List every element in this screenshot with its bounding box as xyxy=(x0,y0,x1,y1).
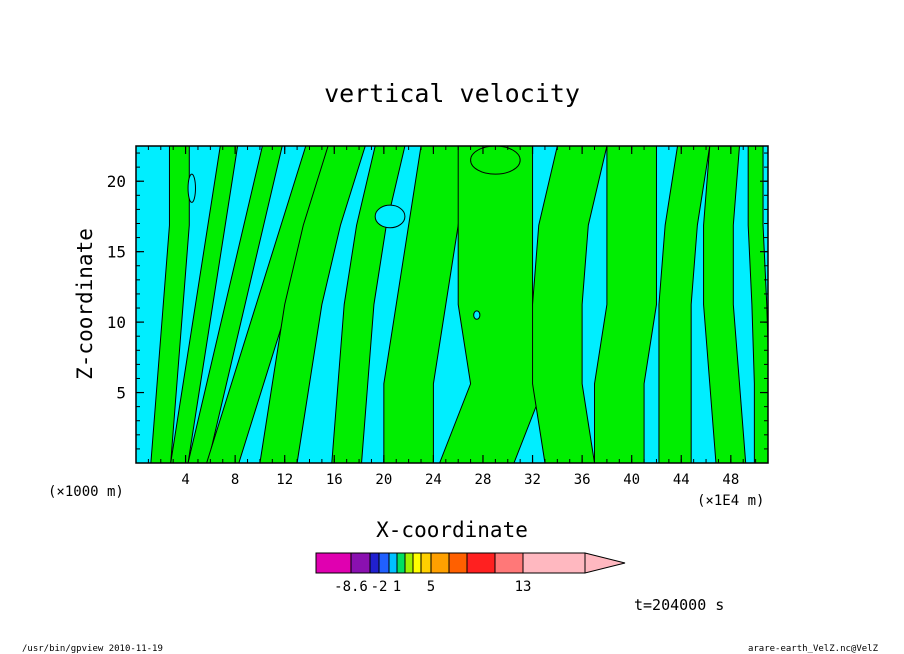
colorbar-segment xyxy=(420,552,432,574)
colorbar-segment xyxy=(494,552,524,574)
colorbar-segment xyxy=(412,552,422,574)
y-tick-label: 5 xyxy=(116,384,126,403)
band-12 xyxy=(747,146,768,463)
x-tick-label: 48 xyxy=(722,472,739,488)
colorbar-segment xyxy=(430,552,450,574)
plot-area xyxy=(136,146,768,463)
colorbar-label: -8.6 xyxy=(334,579,368,595)
colorbar-segment xyxy=(396,552,406,574)
y-axis-label: Z-coordinate xyxy=(73,228,97,380)
blob-1 xyxy=(473,310,481,320)
colorbar-segment xyxy=(448,552,468,574)
band-2 xyxy=(187,146,283,463)
x-tick-label: 28 xyxy=(475,472,492,488)
y-tick-label: 15 xyxy=(107,243,126,262)
band-11 xyxy=(703,146,747,463)
time-label: t=204000 s xyxy=(634,596,724,614)
colorbar-segment xyxy=(522,552,586,574)
x-unit-left: (×1000 m) xyxy=(48,484,124,500)
colorbar-segment xyxy=(378,552,390,574)
band-8 xyxy=(532,146,608,463)
plot-frame xyxy=(135,145,769,464)
x-tick-label: 16 xyxy=(326,472,343,488)
x-axis: 4 8 12 16 20 24 28 32 36 40 44 48 xyxy=(147,146,757,488)
colorbar-segment xyxy=(404,552,414,574)
y-tick-label: 10 xyxy=(107,313,126,332)
x-axis-label: X-coordinate xyxy=(376,518,528,542)
footer-left: /usr/bin/gpview 2010-11-19 xyxy=(22,644,163,654)
band-0 xyxy=(150,146,190,463)
colorbar-segment xyxy=(466,552,496,574)
colorbar-segment xyxy=(350,552,371,574)
x-unit-right: (×1E4 m) xyxy=(697,493,764,509)
footer-right: arare-earth_VelZ.nc@VelZ xyxy=(748,644,879,654)
y-axis: 5 10 15 20 xyxy=(107,152,768,450)
colorbar-label: 1 xyxy=(393,579,401,595)
x-tick-label: 12 xyxy=(276,472,293,488)
band-5 xyxy=(331,146,406,463)
blob-2 xyxy=(187,173,196,203)
x-tick-label: 36 xyxy=(574,472,591,488)
band-9 xyxy=(594,146,657,463)
x-tick-label: 20 xyxy=(375,472,392,488)
velocity-bands xyxy=(150,146,768,463)
blob-0 xyxy=(374,204,406,229)
band-4 xyxy=(259,146,366,463)
colorbar-label: -2 xyxy=(371,579,388,595)
x-tick-label: 32 xyxy=(524,472,541,488)
band-7 xyxy=(439,146,546,463)
colorbar-segment xyxy=(388,552,398,574)
colorbar-arrow xyxy=(584,552,626,574)
y-tick-label: 20 xyxy=(107,172,126,191)
x-tick-label: 8 xyxy=(231,472,239,488)
chart-title: vertical velocity xyxy=(324,79,580,108)
x-tick-label: 24 xyxy=(425,472,442,488)
band-10 xyxy=(658,146,711,463)
colorbar-segment xyxy=(369,552,380,574)
band-6 xyxy=(383,146,472,463)
x-tick-label: 44 xyxy=(673,472,690,488)
x-tick-label: 4 xyxy=(181,472,189,488)
x-tick-label: 40 xyxy=(623,472,640,488)
colorbar-segment xyxy=(315,552,352,574)
colorbar-labels: -8.6 -2 1 5 13 xyxy=(334,579,531,595)
colorbar-label: 5 xyxy=(427,579,435,595)
band-1 xyxy=(170,146,239,463)
colorbar xyxy=(315,552,626,574)
colorbar-label: 13 xyxy=(515,579,532,595)
blob-3 xyxy=(470,146,521,175)
